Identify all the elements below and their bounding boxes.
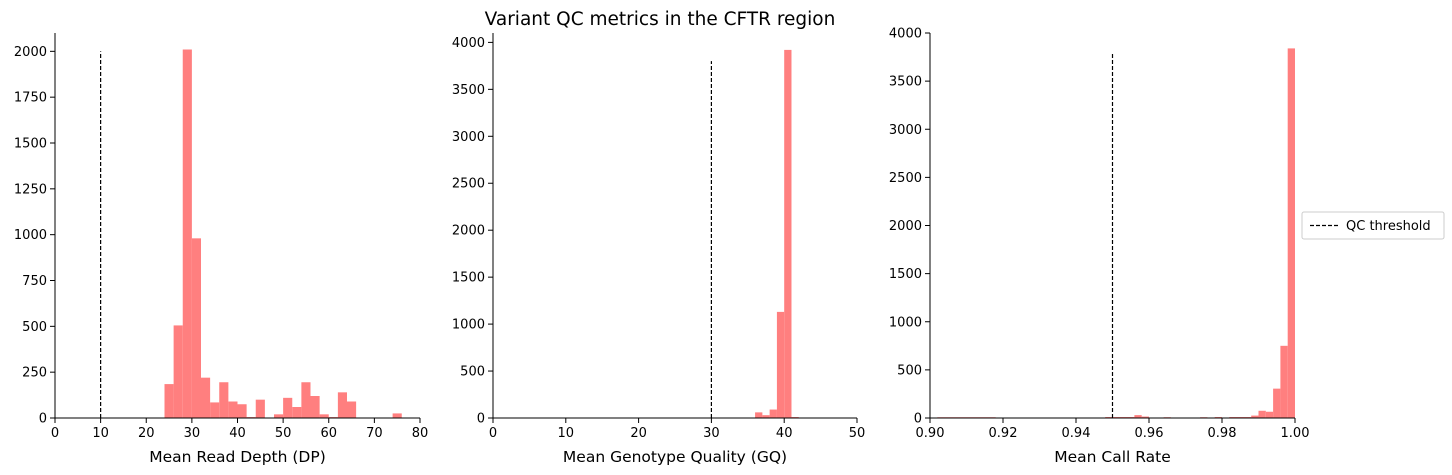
gq-x-tick-label: 40: [776, 426, 793, 441]
callrate-x-tick-label: 0.96: [1135, 426, 1164, 441]
dp-hist-bar: [337, 392, 347, 418]
figure-title: Variant QC metrics in the CFTR region: [485, 9, 836, 30]
gq-y-tick-label: 2500: [452, 177, 485, 192]
gq-x-axis-label: Mean Genotype Quality (GQ): [563, 448, 787, 466]
dp-x-tick-label: 70: [366, 426, 383, 441]
callrate-hist-bar: [1287, 48, 1295, 419]
callrate-hist-bar: [1265, 411, 1274, 418]
dp-hist-bar: [182, 49, 192, 418]
dp-hist-bar: [255, 399, 265, 418]
dp-hist-bar: [283, 397, 293, 418]
dp-y-tick-label: 250: [22, 366, 47, 381]
gq-y-tick-label: 500: [460, 365, 485, 380]
dp-hist-bar: [319, 414, 329, 418]
callrate-x-tick-label: 0.90: [916, 426, 945, 441]
dp-y-tick-label: 1750: [14, 91, 47, 106]
callrate-y-tick-label: 2500: [889, 171, 922, 186]
dp-x-tick-label: 20: [138, 426, 155, 441]
dp-hist-bar: [173, 325, 183, 418]
dp-hist-bar: [274, 414, 284, 418]
callrate-hist-bar: [1251, 415, 1259, 418]
dp-x-tick-label: 80: [412, 426, 429, 441]
dp-hist-bar: [228, 401, 238, 418]
gq-y-tick-label: 3500: [452, 83, 485, 98]
dp-hist-bar: [191, 238, 201, 418]
callrate-y-tick-label: 1000: [889, 315, 922, 330]
gq-x-tick-label: 0: [489, 426, 497, 441]
gq-y-tick-label: 3000: [452, 130, 485, 145]
gq-x-tick-label: 20: [630, 426, 647, 441]
gq-x-tick-label: 50: [849, 426, 866, 441]
dp-y-tick-label: 2000: [14, 45, 47, 60]
call-rate-panel: 0.90 0.92 0.94 0.96 0.98 1.00 0 500 1000 1500 2000…: [889, 27, 1310, 467]
gq-hist-bar: [755, 412, 763, 418]
gq-hist-bar: [769, 409, 777, 418]
gq-y-tick-label: 2000: [452, 224, 485, 239]
dp-hist-bar: [292, 407, 302, 418]
dp-y-tick-label: 500: [22, 320, 47, 335]
callrate-x-tick-label: 0.94: [1062, 426, 1091, 441]
legend: QC threshold: [1301, 211, 1445, 240]
callrate-y-tick-label: 3500: [889, 75, 922, 90]
read-depth-panel: 0 10 20 30 40 50 60 70 80 0 250 500 750 1000 1250 1500 1…: [14, 33, 428, 466]
dp-y-tick-label: 1250: [14, 182, 47, 197]
callrate-hist-bar: [1134, 415, 1142, 418]
dp-x-tick-label: 50: [275, 426, 292, 441]
dp-y-tick-label: 1000: [14, 228, 47, 243]
dp-hist-bar: [201, 377, 211, 418]
callrate-hist-bar: [1141, 416, 1149, 418]
callrate-x-tick-label: 0.92: [989, 426, 1018, 441]
dp-x-axis-label: Mean Read Depth (DP): [149, 448, 326, 466]
dp-hist-bar: [237, 404, 247, 418]
dp-x-tick-label: 40: [229, 426, 246, 441]
callrate-y-tick-label: 3000: [889, 123, 922, 138]
dp-hist-bar: [210, 402, 220, 418]
dp-y-tick-label: 750: [22, 274, 47, 289]
legend-box: [1301, 211, 1445, 240]
gq-y-tick-label: 4000: [452, 36, 485, 51]
dp-hist-bar: [219, 382, 229, 418]
callrate-x-axis-label: Mean Call Rate: [1054, 448, 1171, 466]
callrate-y-tick-label: 1500: [889, 267, 922, 282]
callrate-x-tick-label: 0.98: [1208, 426, 1237, 441]
dp-y-tick-label: 1500: [14, 137, 47, 152]
dp-hist-bar: [301, 382, 311, 418]
gq-hist-bar: [776, 311, 785, 418]
callrate-y-tick-label: 4000: [889, 27, 922, 42]
gq-hist-bar: [784, 49, 792, 419]
callrate-y-tick-label: 0: [914, 412, 922, 427]
callrate-hist-bar: [1280, 345, 1288, 418]
dp-x-tick-label: 10: [92, 426, 109, 441]
gq-y-tick-label: 1500: [452, 271, 485, 286]
dp-hist-bar: [164, 384, 174, 418]
callrate-hist-bar: [1258, 410, 1266, 418]
dp-hist-bar: [392, 413, 402, 418]
dp-y-tick-label: 0: [39, 412, 47, 427]
gq-x-tick-label: 10: [558, 426, 575, 441]
callrate-hist-bar: [1273, 388, 1281, 418]
gq-x-tick-label: 30: [703, 426, 720, 441]
callrate-y-tick-label: 2000: [889, 219, 922, 234]
callrate-x-tick-label: 1.00: [1281, 426, 1310, 441]
gq-hist-bar: [762, 415, 770, 418]
callrate-y-tick-label: 500: [897, 363, 922, 378]
genotype-quality-panel: 0 10 20 30 40 5005001000150020002500300035004…: [452, 33, 865, 466]
dp-hist-bar: [310, 396, 320, 418]
dp-hist-bar: [347, 401, 357, 418]
gq-y-tick-label: 1000: [452, 318, 485, 333]
dp-x-tick-label: 0: [51, 426, 59, 441]
dp-x-tick-label: 60: [320, 426, 337, 441]
gq-y-tick-label: 0: [477, 412, 485, 427]
dp-x-tick-label: 30: [184, 426, 201, 441]
legend-label: QC threshold: [1346, 219, 1431, 234]
